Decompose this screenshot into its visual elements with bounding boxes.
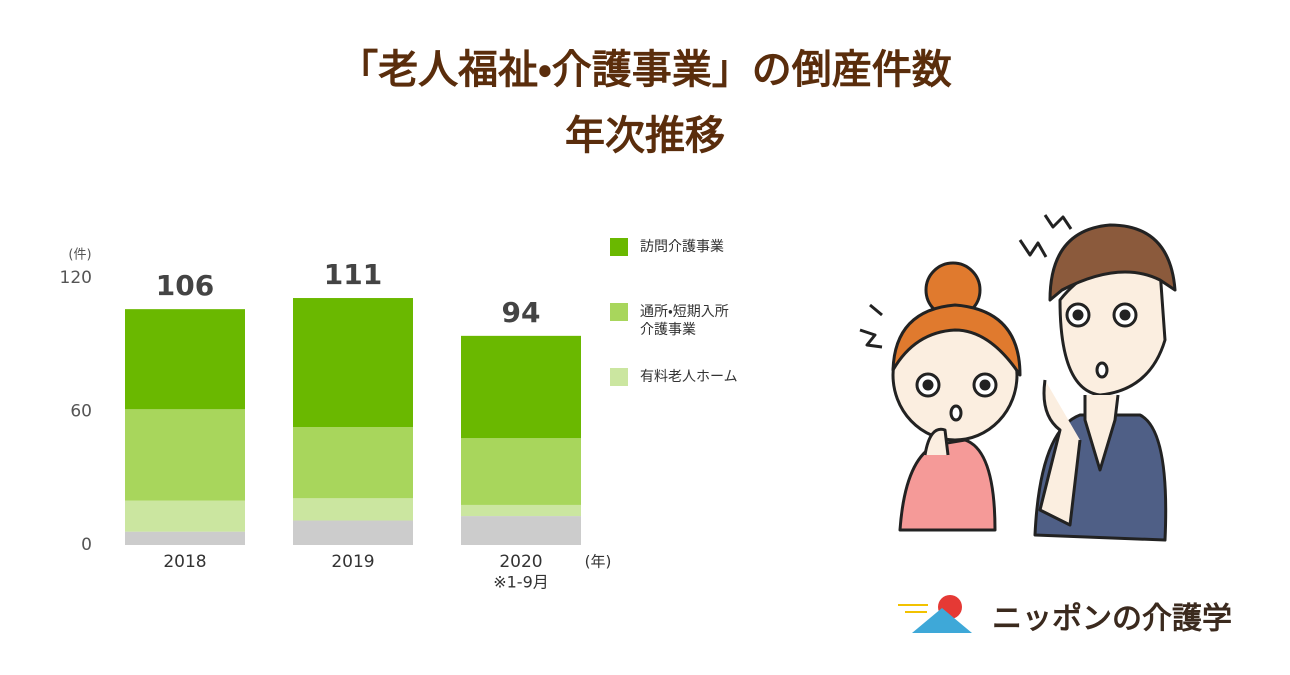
total-label: 94 bbox=[502, 296, 541, 329]
x-note: ※1-9月 bbox=[493, 573, 549, 592]
legend-item: 訪問介護事業 bbox=[610, 238, 790, 256]
legend-item: 有料老人ホーム bbox=[610, 368, 790, 386]
brand: ニッポンの介護学 bbox=[992, 602, 1232, 637]
illustration bbox=[1018, 214, 1177, 542]
legend-label: 通所・短期入所 介護事業 bbox=[640, 304, 729, 338]
chart-title: 年次推移 bbox=[565, 113, 725, 159]
x-tick-label: 2019 bbox=[331, 552, 374, 572]
bar-segment bbox=[125, 531, 245, 545]
bar-segment bbox=[293, 427, 413, 499]
bar-segment bbox=[461, 516, 581, 545]
legend-swatch bbox=[610, 368, 628, 386]
bar-segment bbox=[461, 504, 581, 517]
bar-segment bbox=[125, 500, 245, 532]
y-tick-label: 0 bbox=[81, 535, 92, 555]
bar-segment bbox=[461, 438, 581, 505]
total-label: 106 bbox=[156, 269, 214, 302]
x-tick-label: 2020 bbox=[499, 552, 542, 572]
total-label: 111 bbox=[324, 258, 382, 291]
x-tick-label: 2018 bbox=[163, 552, 206, 572]
bar-segment bbox=[293, 520, 413, 545]
bar-segment bbox=[461, 335, 581, 439]
bar-segment bbox=[293, 298, 413, 428]
bar-segment bbox=[125, 309, 245, 410]
y-tick-label: 120 bbox=[60, 268, 92, 288]
illustration bbox=[859, 261, 1022, 532]
bar-segment bbox=[293, 498, 413, 521]
legend-swatch bbox=[610, 303, 628, 321]
y-axis-label: (件) bbox=[68, 248, 91, 263]
legend-label: 訪問介護事業 bbox=[640, 239, 724, 255]
y-tick-label: 60 bbox=[70, 402, 92, 422]
chart-title: 「老人福祉・介護事業」の倒産件数 bbox=[338, 47, 952, 93]
bar-segment bbox=[125, 409, 245, 501]
legend-swatch bbox=[610, 238, 628, 256]
legend-item: 通所・短期入所 介護事業 bbox=[610, 303, 790, 339]
legend-label: 有料老人ホーム bbox=[640, 369, 738, 385]
logo-icon bbox=[898, 595, 972, 633]
x-axis-label: (年) bbox=[585, 553, 612, 571]
